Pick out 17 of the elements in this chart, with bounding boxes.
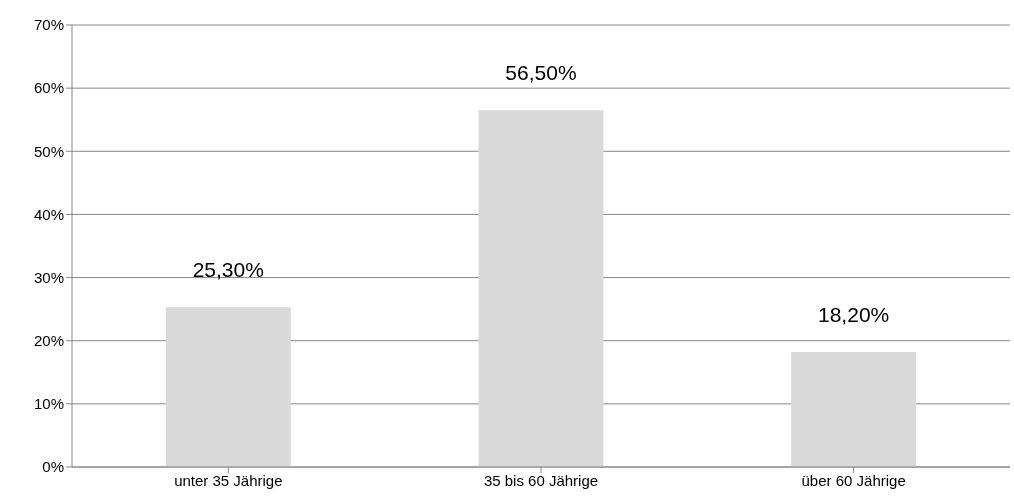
data-label: 56,50% <box>505 61 577 85</box>
y-tick-label: 0% <box>42 458 64 476</box>
y-tick-label: 20% <box>33 332 64 350</box>
bar <box>165 307 291 467</box>
x-tick-label: unter 35 Jährige <box>174 471 283 489</box>
y-tick-label: 50% <box>33 142 64 160</box>
y-tick-label: 30% <box>33 268 64 286</box>
data-label: 25,30% <box>192 258 264 282</box>
y-tick-label: 60% <box>33 79 64 97</box>
bar <box>478 110 604 467</box>
x-tick-label: 35 bis 60 Jährige <box>483 471 599 489</box>
x-tick-label: über 60 Jährige <box>801 471 906 489</box>
y-tick-label: 10% <box>33 395 64 413</box>
data-label: 18,20% <box>818 303 890 327</box>
y-tick-label: 70% <box>33 16 64 34</box>
bar <box>791 352 917 467</box>
y-tick-label: 40% <box>33 205 64 223</box>
